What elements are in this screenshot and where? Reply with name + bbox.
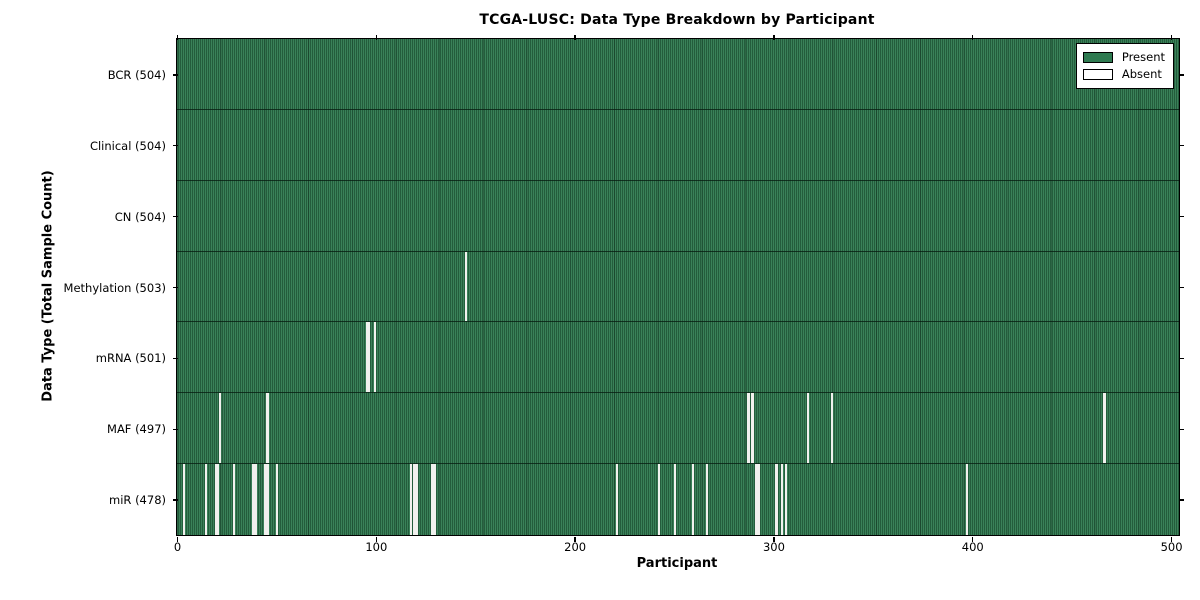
- x-tick-mark: [1170, 537, 1173, 542]
- absent-line: [254, 464, 257, 535]
- plot-area: Present Absent: [176, 38, 1180, 536]
- y-tick-mark: [173, 215, 178, 218]
- y-tick-label-MAF: MAF (497): [107, 422, 166, 437]
- heatmap-rows: [177, 39, 1179, 535]
- absent-line: [830, 393, 834, 464]
- absent-line: [755, 464, 758, 535]
- absent-line: [266, 464, 269, 535]
- absent-line: [673, 464, 677, 535]
- heatmap-row-Methylation: [177, 251, 1179, 323]
- y-tick-mark: [173, 74, 178, 76]
- absent-line: [433, 464, 436, 535]
- absent-line: [373, 322, 376, 393]
- y-tick-mark-right: [1179, 357, 1184, 359]
- x-tick-label: 0: [173, 540, 182, 554]
- absent-line: [616, 464, 619, 535]
- y-tick-mark-right: [1179, 145, 1184, 147]
- chart-title: TCGA-LUSC: Data Type Breakdown by Partic…: [479, 12, 875, 28]
- y-tick-mark: [173, 357, 178, 359]
- y-tick-label-BCR: BCR (504): [107, 67, 166, 82]
- absent-line: [216, 464, 219, 535]
- x-tick-mark: [176, 537, 179, 542]
- x-tick-mark-top: [176, 35, 179, 40]
- y-tick-mark: [173, 145, 178, 147]
- y-tick-mark: [173, 286, 178, 289]
- legend-absent-label: Absent: [1121, 66, 1162, 81]
- x-tick-mark: [972, 537, 974, 542]
- absent-line: [751, 393, 754, 464]
- y-tick-mark-right: [1179, 215, 1184, 218]
- y-tick-mark-right: [1179, 428, 1184, 430]
- x-tick-mark: [375, 537, 377, 542]
- y-tick-mark: [173, 499, 178, 501]
- x-tick-label: 500: [1160, 540, 1183, 554]
- y-tick-label-Clinical: Clinical (504): [89, 138, 166, 153]
- absent-line: [775, 464, 778, 535]
- y-tick-mark-right: [1179, 286, 1184, 289]
- x-tick-mark: [574, 537, 576, 542]
- heatmap-row-BCR: [177, 39, 1179, 110]
- x-tick-mark-top: [375, 35, 377, 40]
- absent-line: [218, 393, 221, 464]
- absent-line: [276, 464, 279, 535]
- absent-line: [781, 464, 784, 535]
- absent-line: [807, 393, 810, 464]
- y-tick-label-CN: CN (504): [114, 209, 166, 224]
- x-tick-label: 300: [762, 540, 785, 554]
- absent-line: [214, 464, 217, 535]
- absent-line: [367, 322, 370, 393]
- y-tick-label-miR: miR (478): [109, 493, 166, 508]
- absent-line: [705, 464, 708, 535]
- absent-line: [757, 464, 760, 535]
- x-tick-label: 100: [365, 540, 388, 554]
- legend-absent-swatch: [1082, 69, 1113, 80]
- absent-line: [365, 322, 368, 393]
- x-tick-label: 200: [564, 540, 587, 554]
- x-tick-mark-top: [773, 35, 775, 40]
- absent-line: [252, 464, 255, 535]
- absent-line: [785, 464, 788, 535]
- y-tick-label-Methylation: Methylation (503): [63, 280, 166, 295]
- x-axis-label: Participant: [636, 556, 718, 571]
- absent-line: [266, 393, 269, 464]
- x-tick-mark-top: [972, 35, 974, 40]
- absent-line: [691, 464, 694, 535]
- heatmap-row-MAF: [177, 393, 1179, 465]
- legend-present-label: Present: [1121, 49, 1165, 64]
- x-tick-mark-top: [1170, 35, 1173, 40]
- x-tick-label: 400: [961, 540, 984, 554]
- x-tick-mark: [773, 537, 775, 542]
- y-tick-mark: [173, 428, 178, 430]
- absent-line: [264, 464, 267, 535]
- legend: Present Absent: [1075, 43, 1174, 89]
- legend-item-absent: Absent: [1082, 66, 1165, 83]
- absent-line: [1103, 393, 1106, 464]
- heatmap-row-Clinical: [177, 109, 1179, 181]
- heatmap-row-mRNA: [177, 322, 1179, 394]
- legend-present-swatch: [1082, 52, 1113, 63]
- absent-line: [413, 464, 416, 535]
- heatmap-row-miR: [177, 464, 1179, 535]
- x-tick-mark-top: [574, 35, 576, 40]
- y-tick-label-mRNA: mRNA (501): [95, 351, 166, 366]
- absent-line: [409, 464, 412, 535]
- absent-line: [747, 393, 750, 464]
- y-tick-mark-right: [1179, 74, 1184, 76]
- absent-line: [204, 464, 207, 535]
- absent-line: [658, 464, 661, 535]
- absent-line: [431, 464, 434, 535]
- legend-item-present: Present: [1082, 49, 1165, 66]
- absent-line: [465, 251, 468, 322]
- absent-line: [232, 464, 235, 535]
- absent-line: [415, 464, 418, 535]
- absent-line: [966, 464, 969, 535]
- absent-line: [182, 464, 186, 535]
- heatmap-row-CN: [177, 180, 1179, 252]
- y-tick-mark-right: [1179, 499, 1184, 501]
